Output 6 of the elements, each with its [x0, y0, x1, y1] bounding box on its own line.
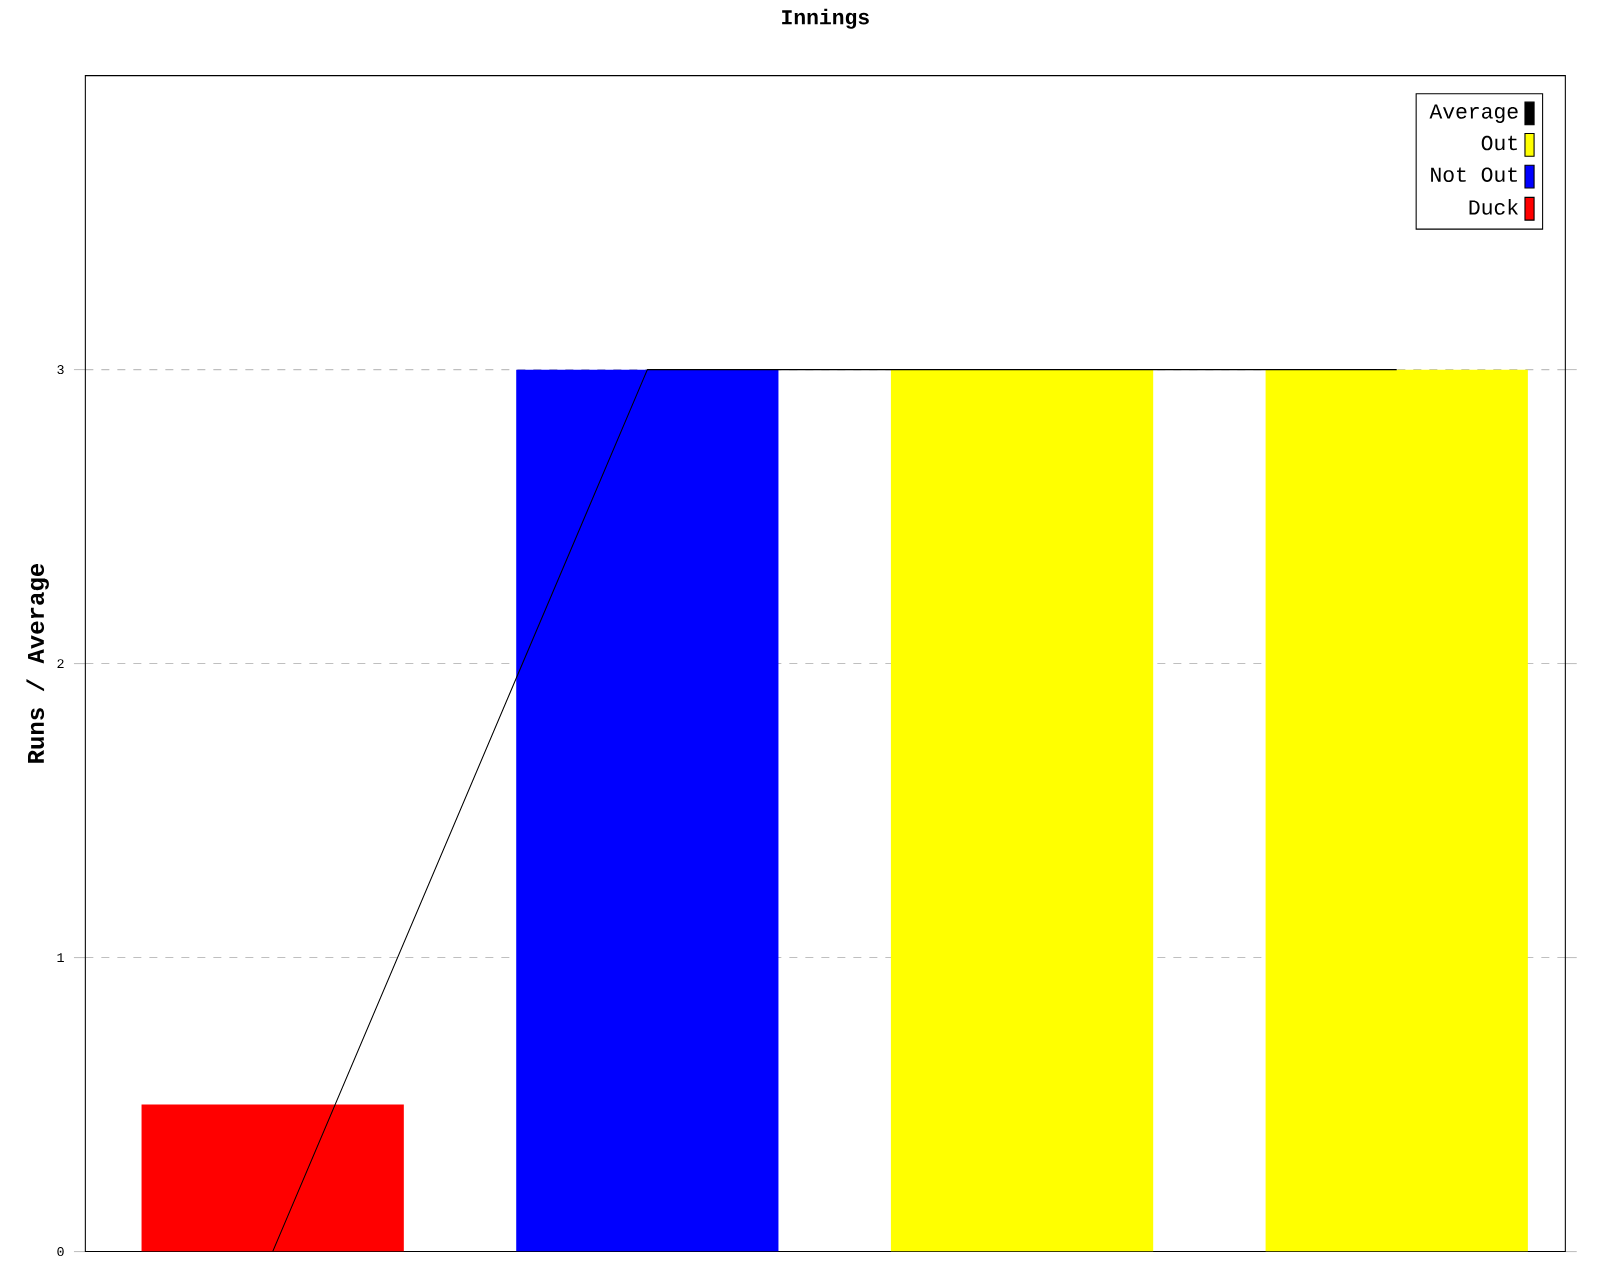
legend-label: Duck	[1469, 199, 1518, 216]
legend-label: Out	[1481, 136, 1517, 151]
y-axis-title: Runs / Average	[26, 564, 49, 764]
chart-title: Innings	[782, 9, 869, 30]
legend-label: Average	[1429, 104, 1518, 124]
legend-label: Not Out	[1431, 167, 1517, 183]
